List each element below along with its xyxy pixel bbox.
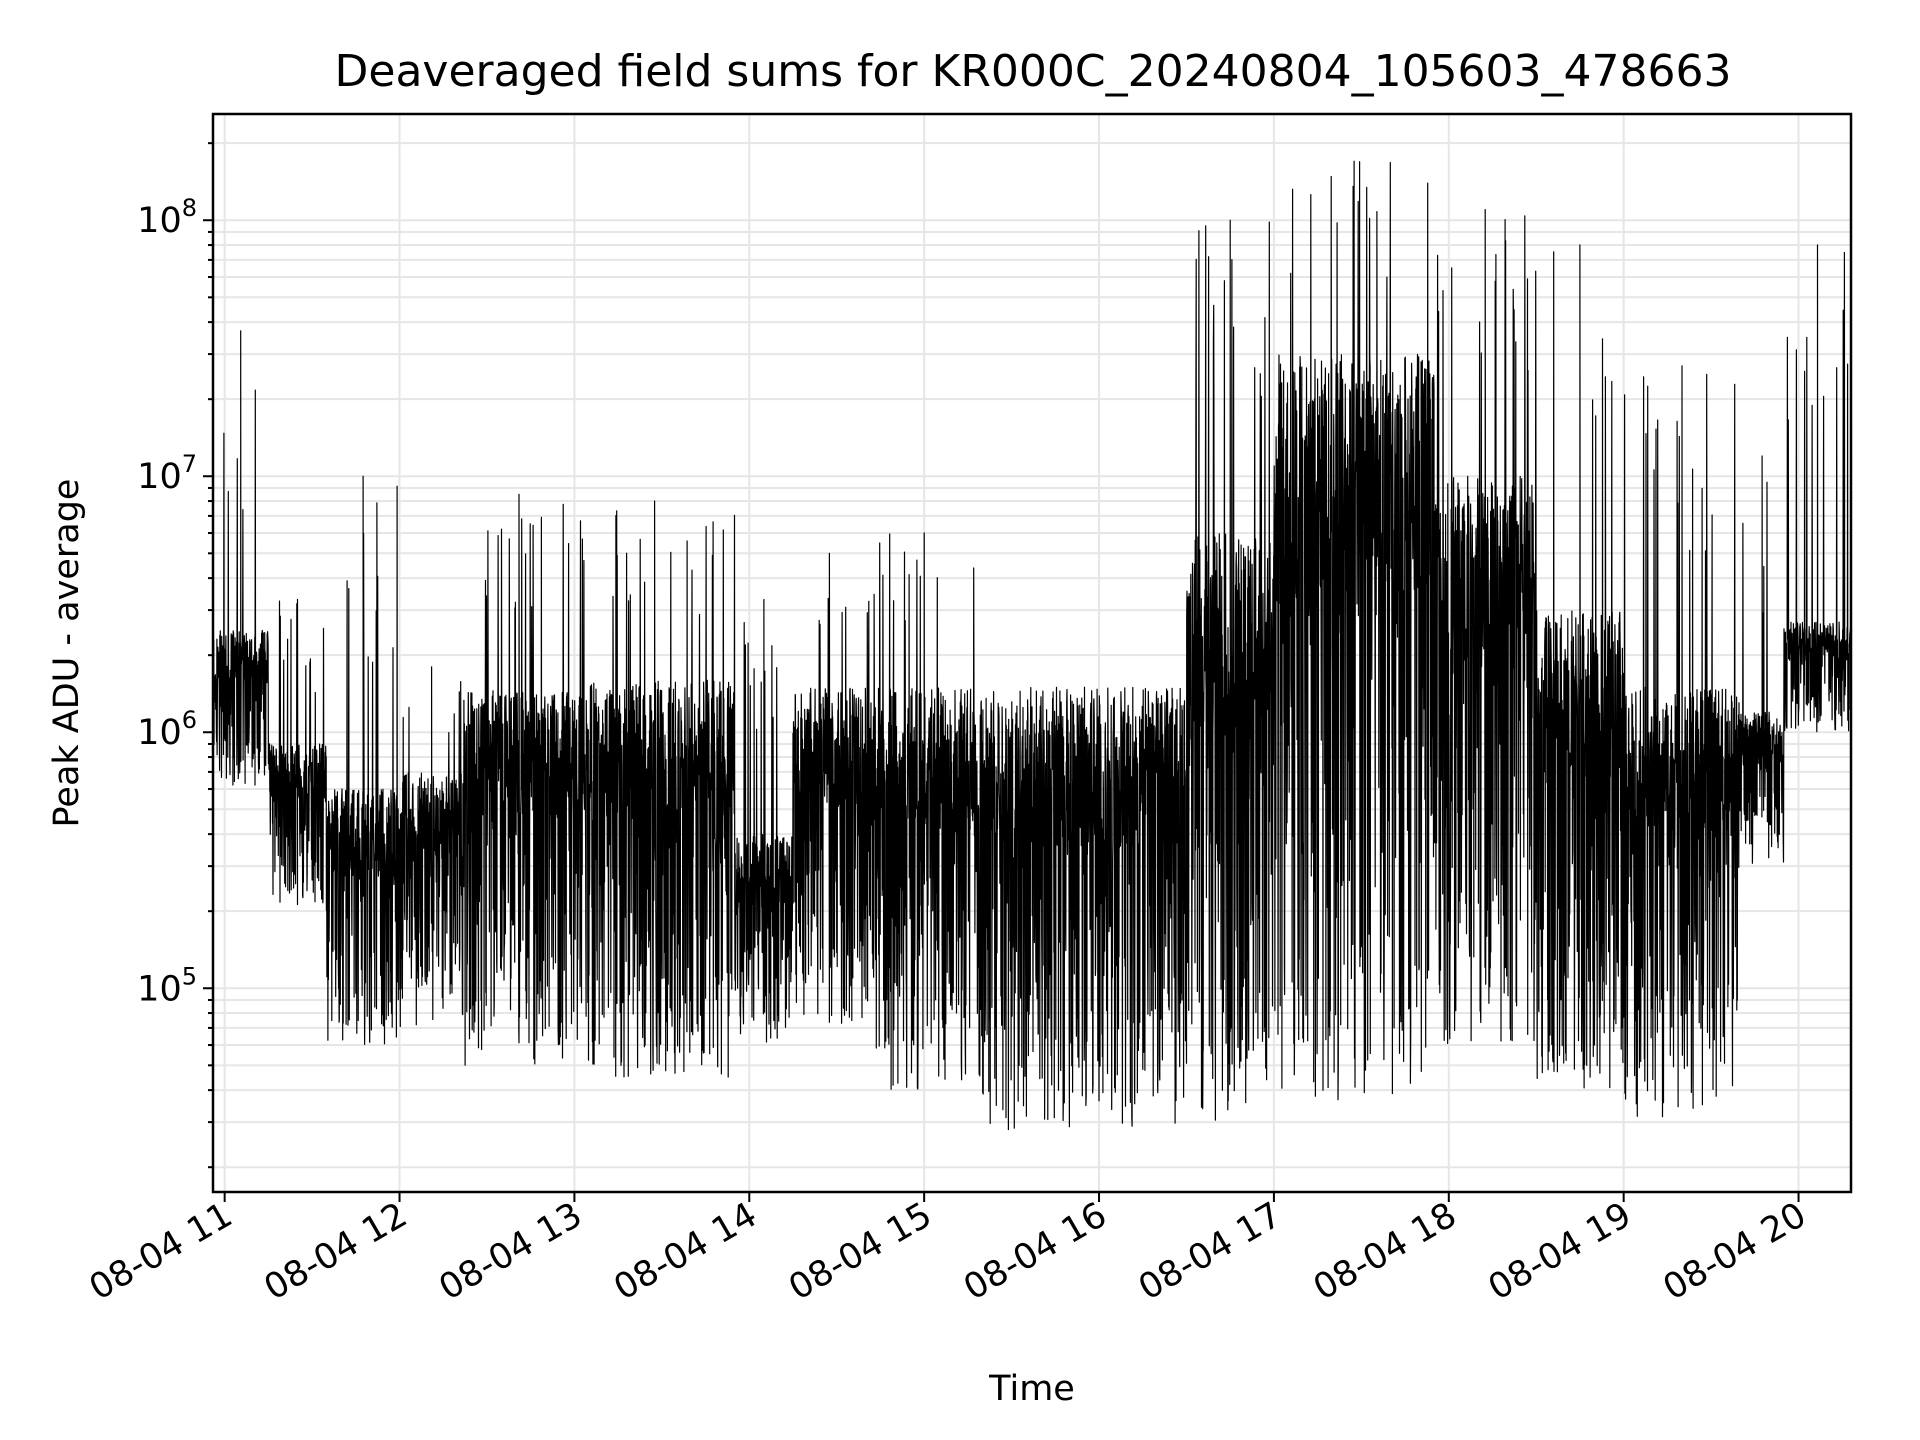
y-tick-label: 108: [137, 194, 197, 241]
plot-frame: [211, 112, 1853, 1194]
y-tick-base: 10: [137, 713, 182, 753]
y-tick-exponent: 8: [182, 194, 197, 222]
x-axis-label: Time: [988, 1369, 1075, 1409]
y-tick-exponent: 6: [182, 706, 197, 734]
y-tick-base: 10: [137, 457, 182, 497]
series-group: [212, 160, 1852, 1131]
chart-title: Deaveraged field sums for KR000C_2024080…: [335, 46, 1732, 97]
y-tick-exponent: 5: [182, 962, 197, 990]
y-tick-label: 105: [137, 962, 197, 1009]
y-tick-label: 106: [137, 706, 197, 753]
y-axis-label: Peak ADU - average: [47, 479, 87, 828]
y-tick-base: 10: [137, 969, 182, 1009]
series-line-0: [212, 160, 1852, 1131]
y-tick-exponent: 7: [182, 450, 197, 478]
y-tick-base: 10: [137, 201, 182, 241]
y-tick-label: 107: [137, 450, 197, 497]
